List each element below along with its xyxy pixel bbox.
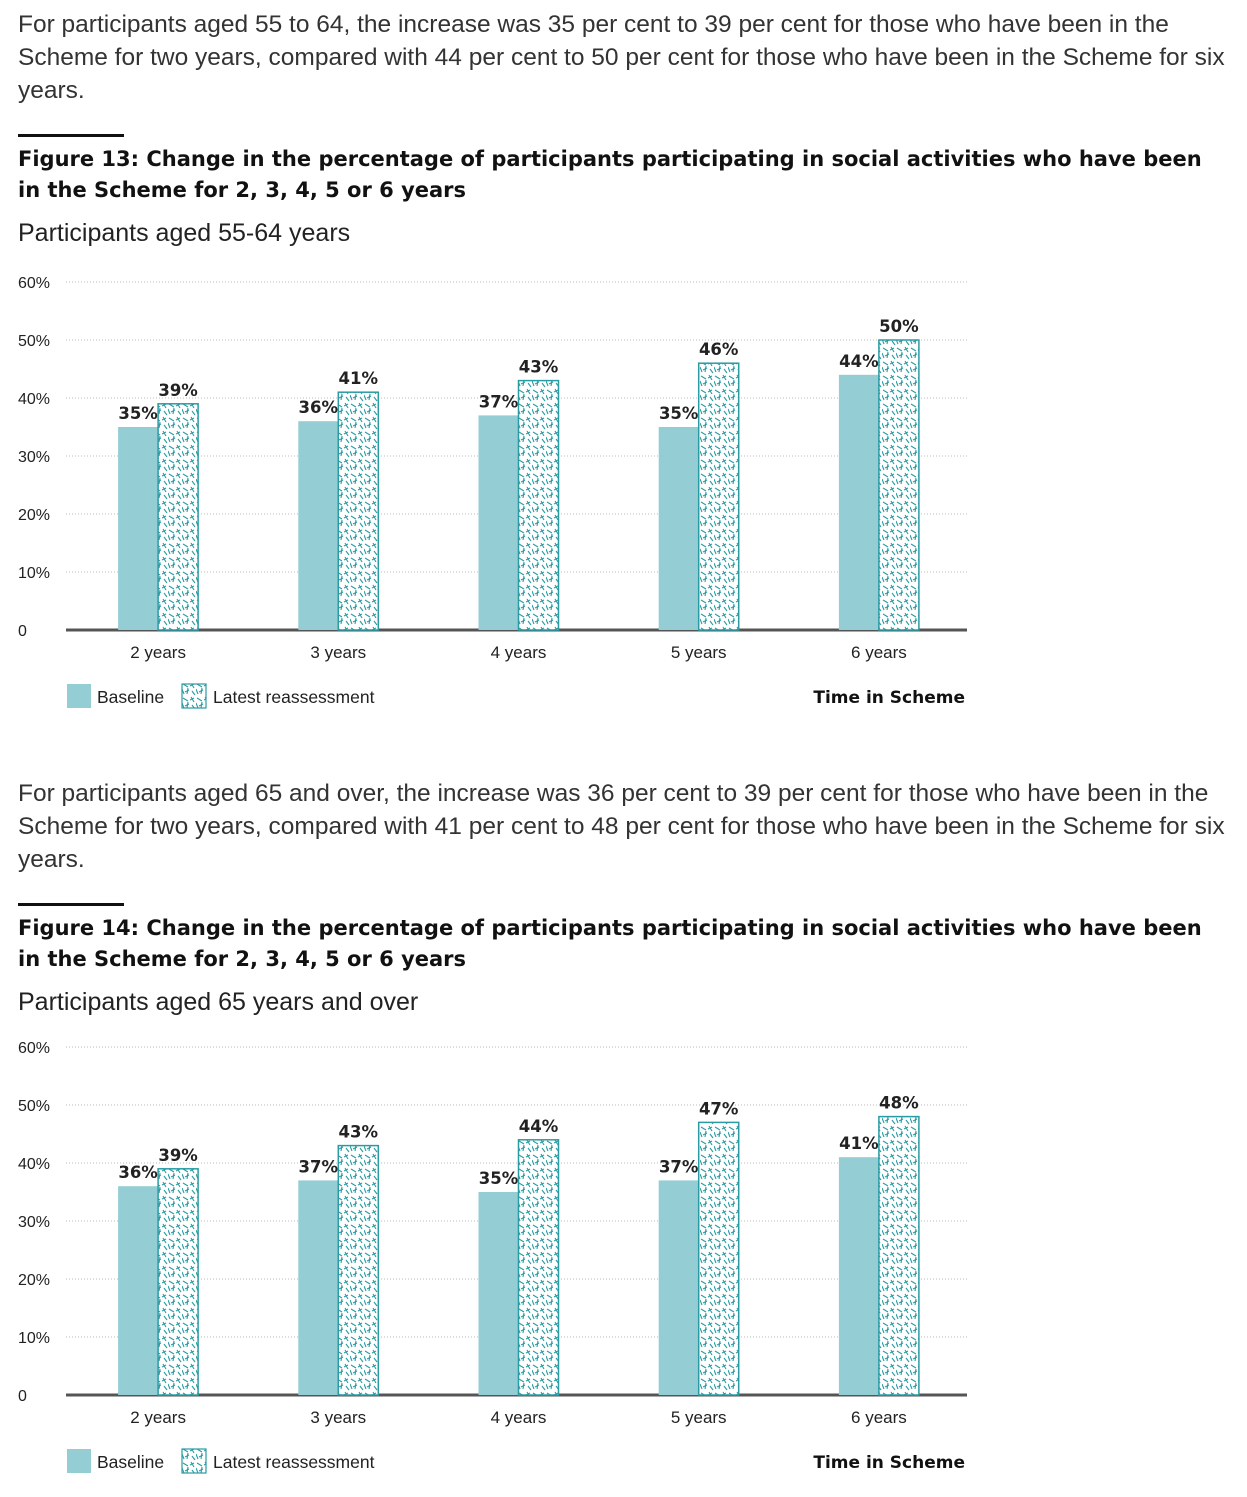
data-label: 44% — [839, 352, 879, 371]
data-label: 43% — [339, 1123, 379, 1142]
bar-baseline — [118, 1186, 159, 1395]
y-tick-label: 20% — [18, 1272, 50, 1289]
y-tick-label: 20% — [18, 507, 50, 524]
y-tick-label: 40% — [18, 1156, 50, 1173]
intro-paragraph-1: For participants aged 55 to 64, the incr… — [18, 11, 1225, 104]
data-label: 43% — [519, 358, 559, 377]
x-axis-title: Time in Scheme — [813, 1453, 965, 1473]
data-label: 50% — [879, 317, 919, 336]
figure-14-title: Figure 14: Change in the percentage of p… — [18, 916, 1202, 971]
bar-baseline — [298, 1180, 339, 1395]
y-tick-label: 10% — [18, 565, 50, 582]
data-label: 39% — [158, 381, 198, 400]
bar-baseline — [298, 421, 339, 630]
x-tick-label: 3 years — [310, 1408, 366, 1427]
data-label: 46% — [699, 340, 739, 359]
data-label: 41% — [839, 1134, 879, 1153]
data-label: 41% — [339, 369, 379, 388]
bar-latest-reassessment — [337, 1144, 380, 1396]
data-label: 37% — [659, 1157, 699, 1176]
y-tick-label: 60% — [18, 275, 50, 292]
x-axis-title: Time in Scheme — [813, 688, 965, 708]
x-tick-label: 3 years — [310, 643, 366, 662]
data-label: 35% — [118, 404, 158, 423]
legend-label-baseline: Baseline — [97, 1452, 164, 1472]
legend-swatch-latest-reassessment — [181, 683, 207, 709]
intro-paragraph-2: For participants aged 65 and over, the i… — [18, 780, 1225, 873]
bar-latest-reassessment — [337, 391, 380, 631]
legend-label-latest-reassessment: Latest reassessment — [213, 687, 375, 707]
x-tick-label: 6 years — [851, 1408, 907, 1427]
legend-label-latest-reassessment: Latest reassessment — [213, 1452, 375, 1472]
x-tick-label: 6 years — [851, 643, 907, 662]
x-tick-label: 5 years — [671, 643, 727, 662]
data-label: 36% — [299, 398, 339, 417]
data-label: 37% — [479, 392, 519, 411]
data-label: 35% — [479, 1169, 519, 1188]
x-tick-label: 2 years — [130, 643, 186, 662]
x-tick-label: 2 years — [130, 1408, 186, 1427]
legend-swatch-latest-reassessment — [181, 1448, 207, 1474]
figure-13-rule — [18, 134, 124, 137]
figure-14-chart: 010%20%30%40%50%60%36%39%2 years37%43%3 … — [18, 1040, 967, 1474]
y-tick-label: 0 — [18, 623, 27, 640]
bar-latest-reassessment — [878, 1115, 920, 1396]
y-tick-label: 0 — [18, 1388, 27, 1405]
bar-latest-reassessment — [157, 1168, 199, 1396]
bar-baseline — [838, 1157, 879, 1395]
bar-latest-reassessment — [878, 339, 920, 631]
y-tick-label: 40% — [18, 391, 50, 408]
x-tick-label: 4 years — [491, 643, 547, 662]
bar-latest-reassessment — [157, 403, 199, 631]
bar-latest-reassessment — [697, 362, 740, 631]
data-label: 47% — [699, 1099, 739, 1118]
y-tick-label: 10% — [18, 1330, 50, 1347]
legend-swatch-baseline — [67, 684, 91, 708]
data-label: 35% — [659, 404, 699, 423]
data-label: 37% — [299, 1157, 339, 1176]
y-tick-label: 60% — [18, 1040, 50, 1057]
bar-latest-reassessment — [697, 1121, 740, 1396]
legend-swatch-baseline — [67, 1449, 91, 1473]
legend-label-baseline: Baseline — [97, 687, 164, 707]
figure-14-rule — [18, 903, 124, 906]
bar-baseline — [838, 374, 879, 630]
figure-13-subtitle: Participants aged 55-64 years — [18, 219, 351, 247]
y-tick-label: 50% — [18, 1098, 50, 1115]
figure-13-chart: 010%20%30%40%50%60%35%39%2 years36%41%3 … — [18, 275, 967, 709]
bar-baseline — [478, 415, 519, 630]
data-label: 44% — [519, 1117, 559, 1136]
bar-baseline — [658, 427, 699, 630]
x-tick-label: 4 years — [491, 1408, 547, 1427]
figure-13-title: Figure 13: Change in the percentage of p… — [18, 147, 1202, 202]
data-label: 48% — [879, 1094, 919, 1113]
data-label: 39% — [158, 1146, 198, 1165]
bar-baseline — [658, 1180, 699, 1395]
y-tick-label: 30% — [18, 449, 50, 466]
bar-latest-reassessment — [517, 379, 560, 631]
figure-14-subtitle: Participants aged 65 years and over — [18, 988, 419, 1016]
x-tick-label: 5 years — [671, 1408, 727, 1427]
y-tick-label: 50% — [18, 333, 50, 350]
bar-baseline — [118, 427, 159, 630]
bar-latest-reassessment — [517, 1139, 560, 1396]
bar-baseline — [478, 1192, 519, 1395]
y-tick-label: 30% — [18, 1214, 50, 1231]
data-label: 36% — [118, 1163, 158, 1182]
